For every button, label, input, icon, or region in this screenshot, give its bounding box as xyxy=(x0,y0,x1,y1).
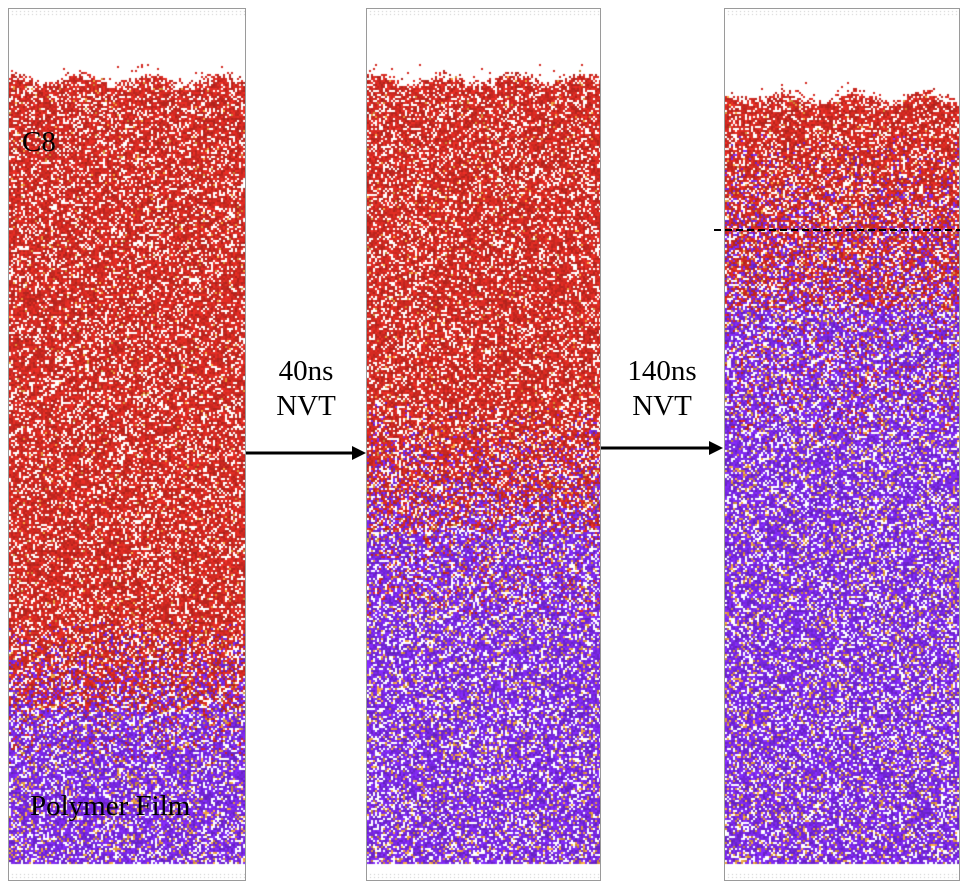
step-2-duration: 140ns xyxy=(627,355,697,387)
snapshot-panel-initial xyxy=(8,8,246,881)
particle-snapshot-after-140ns xyxy=(725,9,959,880)
polymer-film-label: Polymer Film xyxy=(30,790,191,822)
snapshot-panel-after-40ns xyxy=(366,8,601,881)
arrow-1 xyxy=(246,446,366,460)
step-2-ensemble: NVT xyxy=(632,389,692,422)
step-label-1: 40ns NVT xyxy=(247,354,365,424)
step-label-2: 140ns NVT xyxy=(601,354,723,424)
particle-snapshot-initial xyxy=(9,9,245,880)
snapshot-panel-after-140ns xyxy=(724,8,960,881)
step-1-ensemble: NVT xyxy=(276,389,336,422)
particle-snapshot-after-40ns xyxy=(367,9,600,880)
c8-layer-label: C8 xyxy=(22,126,56,158)
arrow-2 xyxy=(601,441,723,455)
step-1-duration: 40ns xyxy=(278,355,334,387)
arrow-1-head xyxy=(352,446,366,460)
arrow-2-head xyxy=(709,441,723,455)
